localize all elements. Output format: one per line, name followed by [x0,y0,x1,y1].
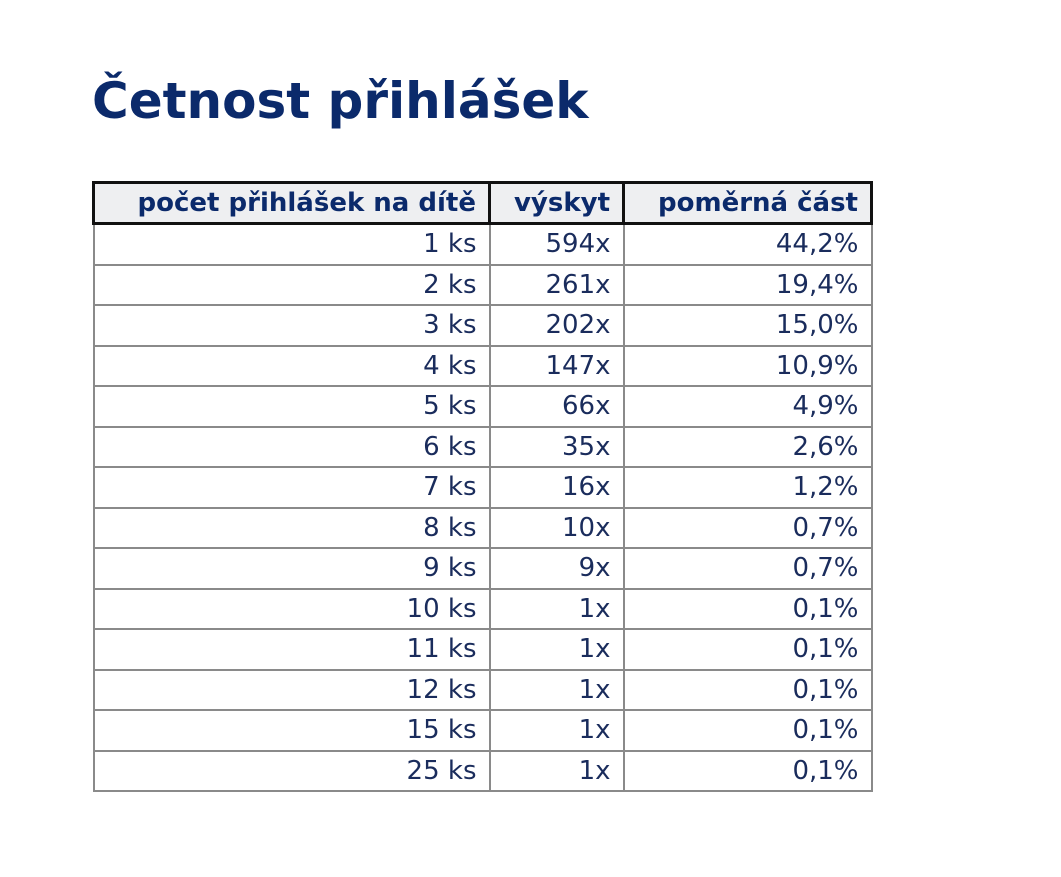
count-cell: 25 ks [92,749,491,792]
share-cell: 0,1% [622,628,873,671]
table-row: 9 ks 9x 0,7% [92,547,873,590]
occurrence-cell: 1x [488,628,625,671]
count-cell: 10 ks [92,587,491,630]
count-cell: 9 ks [92,547,491,590]
frequency-table: počet přihlášek na dítě výskyt poměrná č… [92,181,873,792]
count-cell: 5 ks [92,385,491,428]
occurrence-cell: 1x [488,709,625,752]
occurrence-cell: 9x [488,547,625,590]
share-cell: 0,7% [622,506,873,549]
count-cell: 15 ks [92,709,491,752]
occurrence-cell: 202x [488,304,625,347]
count-cell: 4 ks [92,344,491,387]
occurrence-cell: 35x [488,425,625,468]
occurrence-cell: 16x [488,466,625,509]
occurrence-cell: 594x [488,222,625,266]
occurrence-cell: 1x [488,587,625,630]
share-cell: 2,6% [622,425,873,468]
table-row: 15 ks 1x 0,1% [92,709,873,752]
share-cell: 44,2% [622,222,873,266]
table-row: 1 ks 594x 44,2% [92,222,873,266]
count-cell: 6 ks [92,425,491,468]
count-cell: 2 ks [92,263,491,306]
share-cell: 0,7% [622,547,873,590]
share-cell: 0,1% [622,668,873,711]
occurrence-cell: 1x [488,749,625,792]
table-header-row: počet přihlášek na dítě výskyt poměrná č… [92,181,873,225]
column-header-occurrence: výskyt [488,181,625,225]
occurrence-cell: 147x [488,344,625,387]
share-cell: 0,1% [622,709,873,752]
table-row: 25 ks 1x 0,1% [92,749,873,792]
count-cell: 11 ks [92,628,491,671]
table-row: 10 ks 1x 0,1% [92,587,873,630]
share-cell: 4,9% [622,385,873,428]
table-row: 11 ks 1x 0,1% [92,628,873,671]
share-cell: 15,0% [622,304,873,347]
share-cell: 0,1% [622,587,873,630]
count-cell: 8 ks [92,506,491,549]
table-row: 4 ks 147x 10,9% [92,344,873,387]
count-cell: 7 ks [92,466,491,509]
share-cell: 1,2% [622,466,873,509]
share-cell: 0,1% [622,749,873,792]
occurrence-cell: 10x [488,506,625,549]
table-row: 6 ks 35x 2,6% [92,425,873,468]
occurrence-cell: 261x [488,263,625,306]
count-cell: 12 ks [92,668,491,711]
table-row: 8 ks 10x 0,7% [92,506,873,549]
count-cell: 3 ks [92,304,491,347]
share-cell: 19,4% [622,263,873,306]
occurrence-cell: 66x [488,385,625,428]
page-title: Četnost přihlášek [92,72,589,130]
column-header-count: počet přihlášek na dítě [92,181,491,225]
column-header-share: poměrná část [622,181,873,225]
table-row: 7 ks 16x 1,2% [92,466,873,509]
share-cell: 10,9% [622,344,873,387]
table-row: 5 ks 66x 4,9% [92,385,873,428]
table-row: 12 ks 1x 0,1% [92,668,873,711]
count-cell: 1 ks [92,222,491,266]
occurrence-cell: 1x [488,668,625,711]
table-row: 2 ks 261x 19,4% [92,263,873,306]
table-row: 3 ks 202x 15,0% [92,304,873,347]
